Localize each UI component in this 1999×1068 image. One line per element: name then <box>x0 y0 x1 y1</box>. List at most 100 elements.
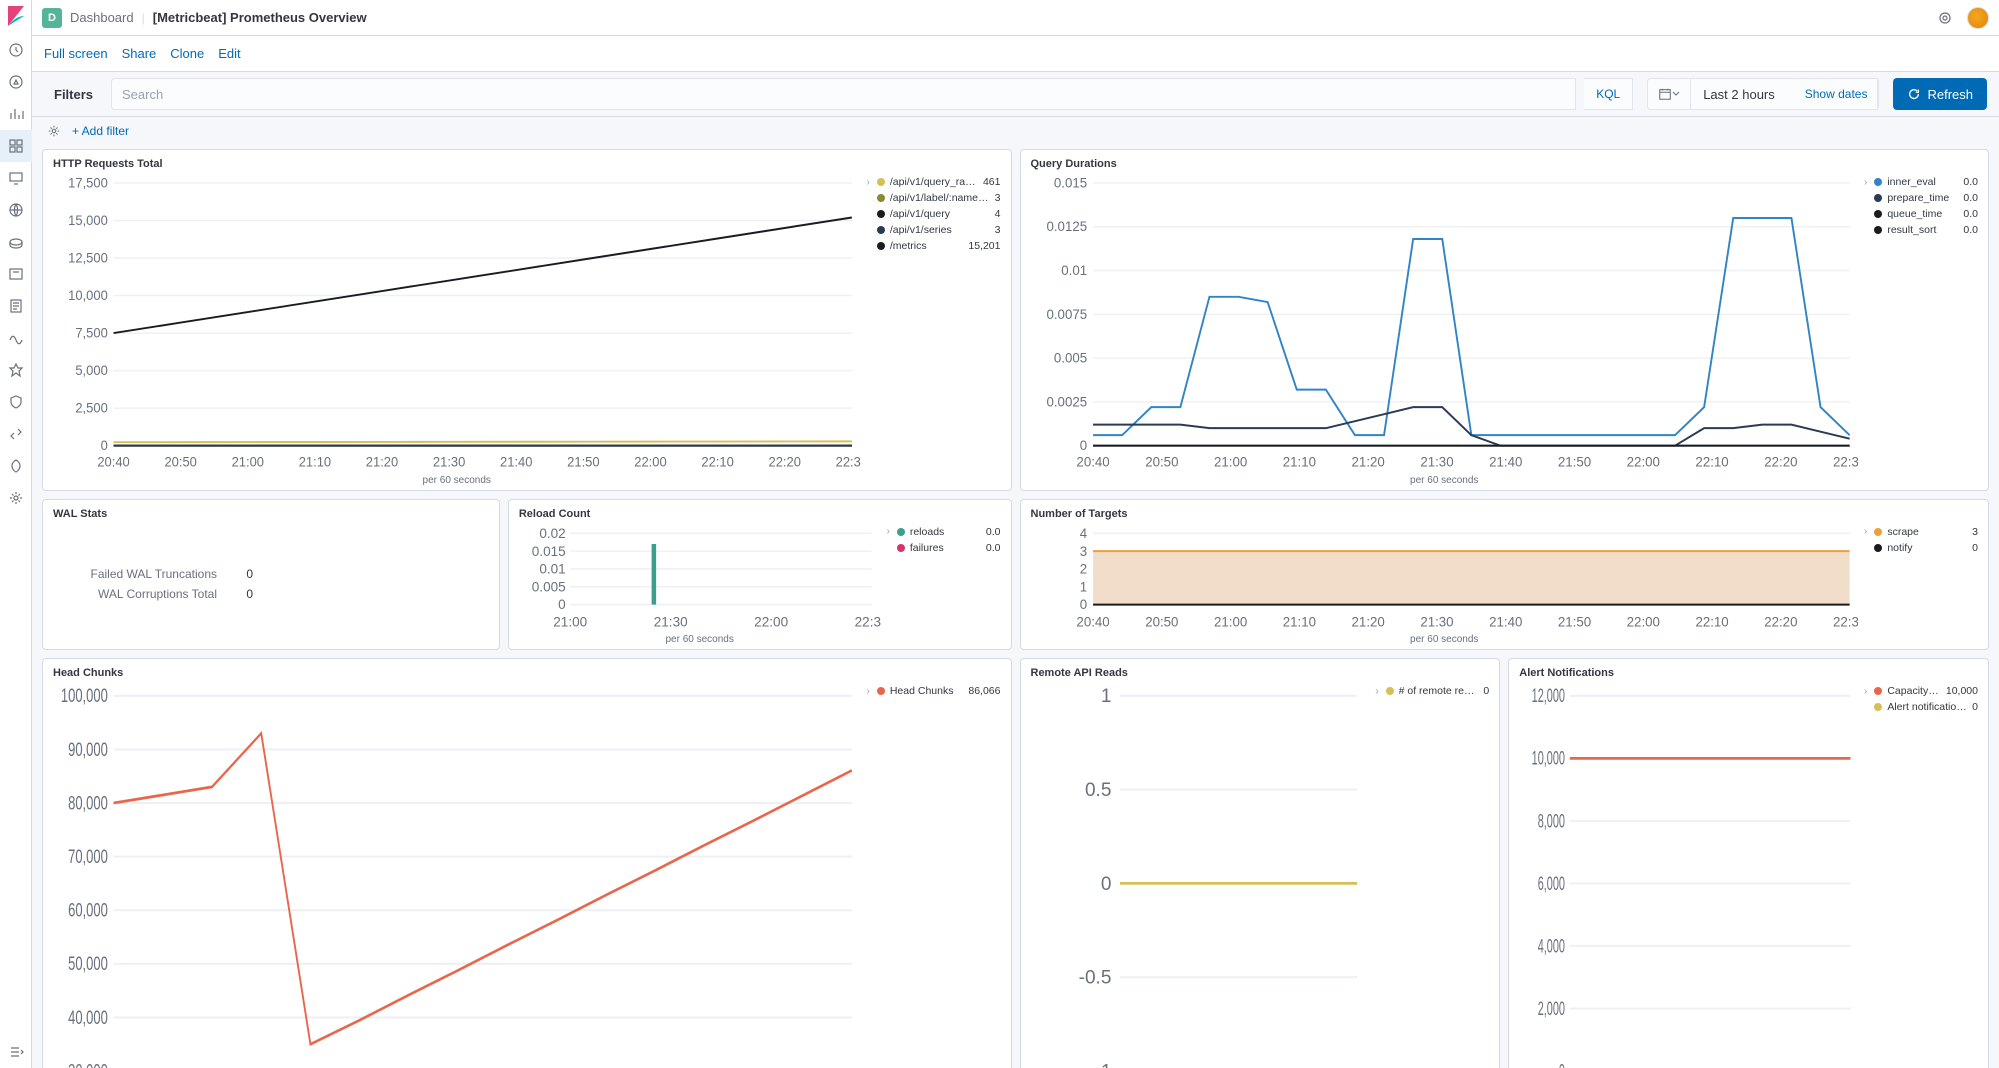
legend-item[interactable]: ›inner_eval0.0 <box>1864 174 1978 190</box>
chart-canvas[interactable]: 02,0004,0006,0008,00010,00012,00021:0021… <box>1519 683 1858 1068</box>
fullscreen-link[interactable]: Full screen <box>44 46 108 61</box>
legend-item[interactable]: ›Capacity of the…10,000 <box>1864 683 1978 699</box>
legend-item[interactable]: ›/api/v1/series3 <box>867 222 1001 238</box>
svg-text:22:30: 22:30 <box>854 614 880 629</box>
legend-label: Alert notifications in … <box>1887 701 1967 713</box>
legend-dot-icon <box>1386 687 1394 695</box>
legend-item[interactable]: ›scrape3 <box>1864 524 1978 540</box>
legend-caret-icon[interactable]: › <box>1864 526 1867 537</box>
svg-text:21:20: 21:20 <box>1351 455 1384 470</box>
nav-dashboard-icon[interactable] <box>0 130 32 162</box>
clone-link[interactable]: Clone <box>170 46 204 61</box>
breadcrumb-separator: | <box>142 11 145 25</box>
chart-legend: ›Capacity of the…10,000›Alert notificati… <box>1858 683 1978 1068</box>
nav-devtools-icon[interactable] <box>0 418 32 450</box>
legend-item[interactable]: ›/metrics15,201 <box>867 238 1001 254</box>
legend-dot-icon <box>1874 178 1882 186</box>
legend-item[interactable]: ›Head Chunks86,066 <box>867 683 1001 699</box>
nav-collapse-icon[interactable] <box>0 1036 32 1068</box>
legend-caret-icon[interactable]: › <box>1864 177 1867 188</box>
svg-text:10,000: 10,000 <box>68 288 108 303</box>
svg-text:21:30: 21:30 <box>1420 455 1453 470</box>
wal-stats: Failed WAL Truncations 0 WAL Corruptions… <box>53 524 257 645</box>
legend-label: inner_eval <box>1887 176 1958 188</box>
chart-canvas[interactable]: 00.00250.0050.00750.010.01250.01520:4020… <box>1031 174 1859 473</box>
legend-caret-icon[interactable]: › <box>1375 686 1378 697</box>
kql-toggle[interactable]: KQL <box>1584 78 1633 110</box>
nav-siem-icon[interactable] <box>0 386 32 418</box>
svg-text:8,000: 8,000 <box>1538 811 1565 832</box>
svg-text:22:30: 22:30 <box>1832 455 1858 470</box>
legend-dot-icon <box>1874 703 1882 711</box>
svg-text:0: 0 <box>1100 874 1111 895</box>
legend-item[interactable]: ›Alert notifications in …0 <box>1864 699 1978 715</box>
legend-item[interactable]: ›/api/v1/query_range461 <box>867 174 1001 190</box>
svg-text:5,000: 5,000 <box>75 363 107 378</box>
legend-dot-icon <box>877 194 885 202</box>
nav-ml-icon[interactable] <box>0 226 32 258</box>
svg-text:22:10: 22:10 <box>1695 614 1729 629</box>
nav-canvas-icon[interactable] <box>0 162 32 194</box>
chart-canvas[interactable]: 02,5005,0007,50010,00012,50015,00017,500… <box>53 174 861 473</box>
chart-canvas[interactable]: 00.0050.010.0150.0221:0021:3022:0022:30 <box>519 524 881 632</box>
svg-text:40,000: 40,000 <box>68 1007 108 1028</box>
legend-item[interactable]: ›queue_time0.0 <box>1864 206 1978 222</box>
legend-item[interactable]: ›failures0.0 <box>887 540 1001 556</box>
svg-text:0.005: 0.005 <box>1053 351 1086 366</box>
dashboard-panel: Query Durations 00.00250.0050.00750.010.… <box>1020 149 1990 491</box>
legend-item[interactable]: ›# of remote read que…0 <box>1375 683 1489 699</box>
nav-uptime-icon[interactable] <box>0 354 32 386</box>
show-dates-link[interactable]: Show dates <box>1795 78 1879 110</box>
legend-dot-icon <box>897 528 905 536</box>
refresh-button[interactable]: Refresh <box>1893 78 1987 110</box>
legend-item[interactable]: ›/api/v1/label/:name/v…3 <box>867 190 1001 206</box>
date-picker[interactable]: Last 2 hours Show dates <box>1647 78 1879 110</box>
breadcrumb-section[interactable]: Dashboard <box>70 10 134 25</box>
filter-options-icon[interactable] <box>44 121 64 141</box>
newsfeed-icon[interactable] <box>1933 6 1957 30</box>
nav-metrics-icon[interactable] <box>0 258 32 290</box>
legend-dot-icon <box>877 226 885 234</box>
legend-caret-icon[interactable]: › <box>1864 686 1867 697</box>
svg-text:20:50: 20:50 <box>1145 614 1179 629</box>
svg-text:22:20: 22:20 <box>769 454 801 469</box>
legend-item[interactable]: ›reloads0.0 <box>887 524 1001 540</box>
svg-text:15,000: 15,000 <box>68 213 108 228</box>
legend-value: 15,201 <box>968 240 1000 252</box>
search-input[interactable]: Search <box>111 78 1576 110</box>
share-link[interactable]: Share <box>122 46 157 61</box>
calendar-icon[interactable] <box>1648 79 1691 109</box>
legend-caret-icon[interactable]: › <box>867 686 870 697</box>
edit-link[interactable]: Edit <box>218 46 240 61</box>
nav-stack-icon[interactable] <box>0 450 32 482</box>
legend-item[interactable]: ›result_sort0.0 <box>1864 222 1978 238</box>
svg-text:21:00: 21:00 <box>1213 614 1247 629</box>
nav-discover-icon[interactable] <box>0 66 32 98</box>
svg-text:22:30: 22:30 <box>836 454 861 469</box>
x-axis-caption: per 60 seconds <box>519 634 881 645</box>
legend-item[interactable]: ›prepare_time0.0 <box>1864 190 1978 206</box>
nav-logs-icon[interactable] <box>0 290 32 322</box>
svg-text:21:30: 21:30 <box>654 614 688 629</box>
svg-text:7,500: 7,500 <box>75 325 107 340</box>
legend-item[interactable]: ›notify0 <box>1864 540 1978 556</box>
chart-canvas[interactable]: 30,00040,00050,00060,00070,00080,00090,0… <box>53 683 861 1068</box>
add-filter-link[interactable]: + Add filter <box>72 124 129 138</box>
legend-caret-icon[interactable]: › <box>867 177 870 188</box>
svg-text:0.0025: 0.0025 <box>1046 394 1087 409</box>
svg-text:0: 0 <box>1079 596 1087 611</box>
nav-visualize-icon[interactable] <box>0 98 32 130</box>
legend-caret-icon[interactable]: › <box>887 526 890 537</box>
nav-recent-icon[interactable] <box>0 34 32 66</box>
nav-maps-icon[interactable] <box>0 194 32 226</box>
wal-value: 0 <box>237 567 253 581</box>
chart-canvas[interactable]: 0123420:4020:5021:0021:1021:2021:3021:40… <box>1031 524 1859 632</box>
legend-label: Head Chunks <box>890 685 964 697</box>
chart-canvas[interactable]: -1-0.500.5121:0021:3022:0022:30 <box>1031 683 1370 1068</box>
nav-apm-icon[interactable] <box>0 322 32 354</box>
user-avatar[interactable] <box>1967 7 1989 29</box>
legend-item[interactable]: ›/api/v1/query4 <box>867 206 1001 222</box>
nav-management-icon[interactable] <box>0 482 32 514</box>
kibana-logo[interactable] <box>4 4 28 28</box>
legend-dot-icon <box>897 544 905 552</box>
